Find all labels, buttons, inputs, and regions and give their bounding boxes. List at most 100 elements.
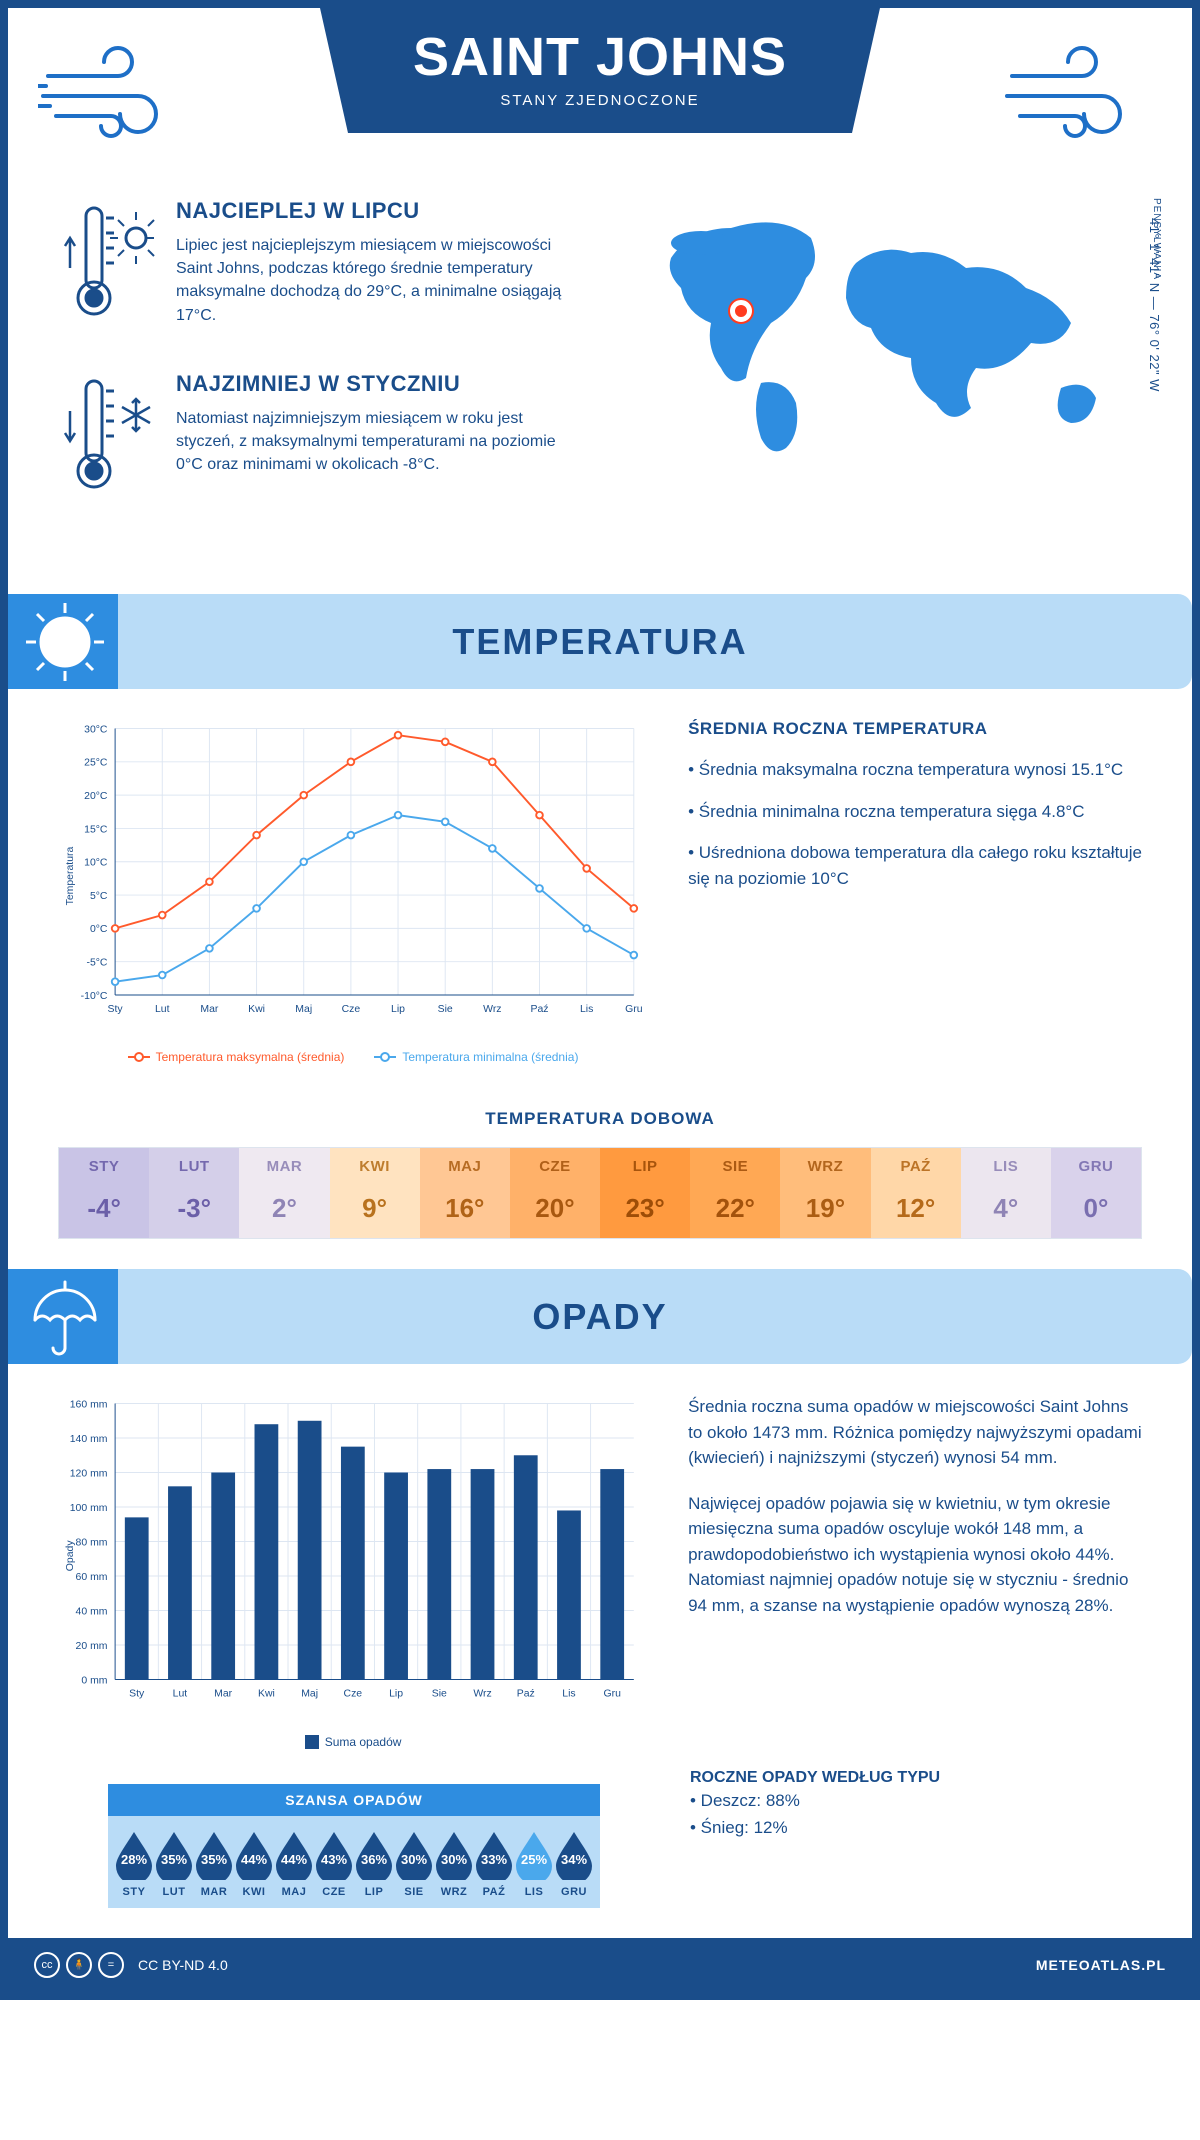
nd-icon: =: [98, 1952, 124, 1978]
summary-bullet: • Średnia maksymalna roczna temperatura …: [688, 757, 1142, 783]
chance-pct: 36%: [354, 1830, 394, 1880]
svg-text:Sie: Sie: [438, 1004, 453, 1015]
svg-text:-5°C: -5°C: [86, 958, 107, 969]
svg-text:15°C: 15°C: [84, 824, 108, 835]
svg-text:Sie: Sie: [432, 1689, 447, 1700]
svg-text:Lut: Lut: [155, 1004, 170, 1015]
by-type-bullet: • Śnieg: 12%: [690, 1814, 1142, 1841]
chance-pct: 33%: [474, 1830, 514, 1880]
raindrop-icon: 35%: [194, 1830, 234, 1880]
raindrop-icon: 30%: [394, 1830, 434, 1880]
precip-section-heading: OPADY: [8, 1269, 1192, 1364]
month-label: SIE: [394, 1886, 434, 1898]
chance-of-precip-panel: SZANSA OPADÓW 28% STY 35% LUT 35% MAR 44…: [108, 1784, 600, 1908]
svg-text:Lut: Lut: [173, 1689, 188, 1700]
month-label: LIP: [604, 1158, 686, 1175]
map-marker-icon: [730, 300, 752, 322]
hottest-title: NAJCIEPLEJ W LIPCU: [176, 198, 580, 224]
daily-temp-cell: LIP 23°: [600, 1148, 690, 1238]
svg-text:Paź: Paź: [517, 1689, 535, 1700]
temp-value: 23°: [604, 1193, 686, 1224]
month-label: STY: [63, 1158, 145, 1175]
daily-temp-cell: MAJ16°: [420, 1148, 510, 1238]
daily-temp-cell: LIS4°: [961, 1148, 1051, 1238]
month-label: LUT: [154, 1886, 194, 1898]
chart-legend: Suma opadów: [58, 1735, 648, 1749]
chance-pct: 43%: [314, 1830, 354, 1880]
svg-text:Sty: Sty: [108, 1004, 124, 1015]
chance-pct: 25%: [514, 1830, 554, 1880]
month-label: MAR: [194, 1886, 234, 1898]
coldest-text: Natomiast najzimniejszym miesiącem w rok…: [176, 407, 580, 477]
precip-para-1: Średnia roczna suma opadów w miejscowośc…: [688, 1394, 1142, 1471]
footer: cc 🧍 = CC BY-ND 4.0 METEOATLAS.PL: [8, 1938, 1192, 1992]
svg-text:40 mm: 40 mm: [76, 1606, 108, 1617]
svg-text:20°C: 20°C: [84, 791, 108, 802]
by-type-heading: ROCZNE OPADY WEDŁUG TYPU: [690, 1769, 1142, 1787]
daily-temp-cell: CZE20°: [510, 1148, 600, 1238]
svg-text:Opady: Opady: [65, 1540, 76, 1572]
svg-text:Maj: Maj: [301, 1689, 318, 1700]
svg-text:Wrz: Wrz: [473, 1689, 491, 1700]
raindrop-icon: 30%: [434, 1830, 474, 1880]
daily-temp-cell: WRZ19°: [780, 1148, 870, 1238]
precip-by-type: ROCZNE OPADY WEDŁUG TYPU • Deszcz: 88%• …: [690, 1769, 1142, 1908]
svg-text:Lip: Lip: [389, 1689, 403, 1700]
svg-text:0 mm: 0 mm: [81, 1675, 107, 1686]
section-title: TEMPERATURA: [452, 621, 747, 663]
month-label: PAŹ: [875, 1158, 957, 1175]
daily-temp-cell: KWI9°: [330, 1148, 420, 1238]
chance-cell: 34% GRU: [554, 1830, 594, 1898]
raindrop-icon: 25%: [514, 1830, 554, 1880]
page-title: SAINT JOHNS: [340, 26, 860, 88]
svg-text:Mar: Mar: [214, 1689, 233, 1700]
month-label: SIE: [694, 1158, 776, 1175]
daily-temp-cell: GRU0°: [1051, 1148, 1141, 1238]
chance-cell: 30% WRZ: [434, 1830, 474, 1898]
hottest-text: Lipiec jest najcieplejszym miesiącem w m…: [176, 234, 580, 327]
temp-value: 4°: [965, 1193, 1047, 1224]
page-subtitle: STANY ZJEDNOCZONE: [340, 92, 860, 109]
svg-text:10°C: 10°C: [84, 858, 108, 869]
chance-cell: 44% KWI: [234, 1830, 274, 1898]
daily-temp-cell: PAŹ 12°: [871, 1148, 961, 1238]
svg-text:Wrz: Wrz: [483, 1004, 501, 1015]
chance-cell: 36% LIP: [354, 1830, 394, 1898]
svg-text:5°C: 5°C: [90, 891, 108, 902]
chance-cell: 43% CZE: [314, 1830, 354, 1898]
sun-icon: [20, 597, 110, 687]
raindrop-icon: 44%: [234, 1830, 274, 1880]
svg-text:30°C: 30°C: [84, 724, 108, 735]
daily-temp-title: TEMPERATURA DOBOWA: [8, 1109, 1192, 1129]
chance-pct: 34%: [554, 1830, 594, 1880]
thermometer-hot-icon: [58, 198, 158, 343]
legend-max: Temperatura maksymalna (średnia): [156, 1050, 345, 1064]
world-map: PENSYLWANIA 41° 1' 41" N — 76° 0' 22" W: [620, 198, 1142, 458]
header: SAINT JOHNS STANY ZJEDNOCZONE: [8, 8, 1192, 188]
thermometer-cold-icon: [58, 371, 158, 516]
svg-text:60 mm: 60 mm: [76, 1572, 108, 1583]
temp-value: 12°: [875, 1193, 957, 1224]
month-label: WRZ: [434, 1886, 474, 1898]
month-label: CZE: [314, 1886, 354, 1898]
svg-text:80 mm: 80 mm: [76, 1537, 108, 1548]
wind-icon: [1002, 36, 1162, 156]
hottest-block: NAJCIEPLEJ W LIPCU Lipiec jest najcieple…: [58, 198, 580, 343]
svg-text:Maj: Maj: [295, 1004, 312, 1015]
raindrop-icon: 28%: [114, 1830, 154, 1880]
chance-cell: 25% LIS: [514, 1830, 554, 1898]
daily-temp-cell: STY-4°: [59, 1148, 149, 1238]
month-label: MAJ: [424, 1158, 506, 1175]
svg-text:100 mm: 100 mm: [70, 1503, 108, 1514]
chance-pct: 30%: [394, 1830, 434, 1880]
raindrop-icon: 44%: [274, 1830, 314, 1880]
month-label: PAŹ: [474, 1886, 514, 1898]
temperature-summary: ŚREDNIA ROCZNA TEMPERATURA • Średnia mak…: [688, 719, 1142, 1064]
svg-text:Paź: Paź: [530, 1004, 548, 1015]
svg-text:160 mm: 160 mm: [70, 1399, 108, 1410]
coldest-title: NAJZIMNIEJ W STYCZNIU: [176, 371, 580, 397]
coldest-block: NAJZIMNIEJ W STYCZNIU Natomiast najzimni…: [58, 371, 580, 516]
svg-text:Sty: Sty: [129, 1689, 145, 1700]
month-label: MAR: [243, 1158, 325, 1175]
svg-text:Temperatura: Temperatura: [65, 847, 76, 906]
